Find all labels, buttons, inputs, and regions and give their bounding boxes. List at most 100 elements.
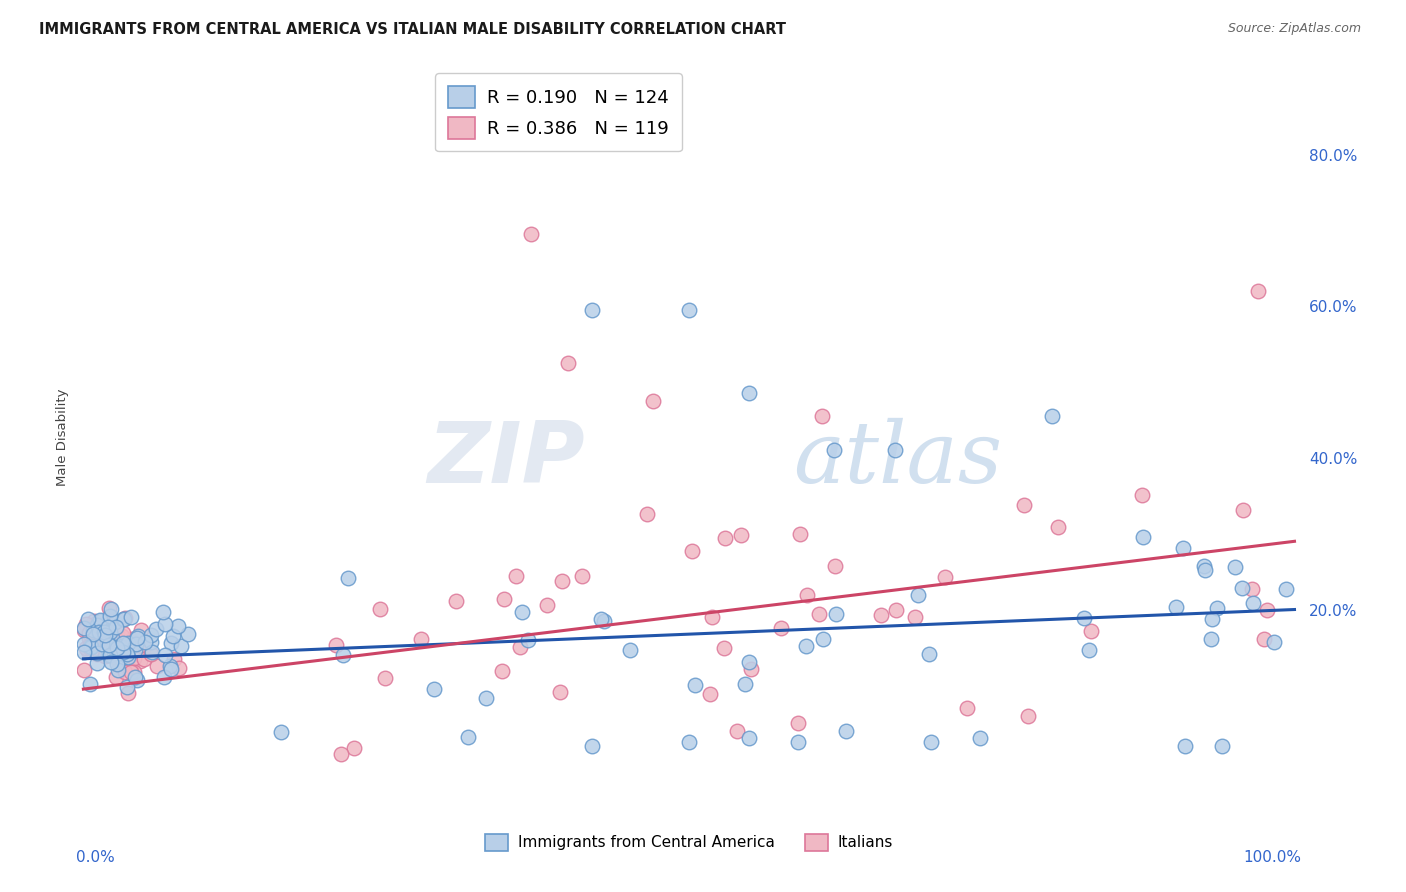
Point	[103, 641, 125, 656]
Point	[1241, 596, 1264, 610]
Point	[325, 638, 347, 652]
Point	[134, 635, 156, 649]
Point	[98, 642, 121, 657]
Point	[82, 621, 104, 635]
Point	[127, 629, 149, 643]
Point	[79, 640, 101, 655]
Y-axis label: Male Disability: Male Disability	[56, 388, 69, 486]
Point	[101, 632, 124, 646]
Text: atlas: atlas	[793, 417, 1002, 500]
Point	[592, 614, 614, 628]
Point	[1132, 530, 1154, 544]
Point	[91, 634, 114, 648]
Point	[619, 643, 641, 657]
Point	[1166, 599, 1188, 614]
Point	[83, 614, 105, 628]
Point	[101, 626, 124, 640]
Point	[98, 643, 121, 657]
Point	[96, 640, 118, 655]
Point	[117, 686, 139, 700]
Point	[678, 303, 700, 318]
Point	[103, 615, 125, 629]
Point	[94, 641, 117, 656]
Point	[86, 646, 108, 660]
Point	[163, 652, 186, 666]
Text: 0.0%: 0.0%	[76, 850, 115, 865]
Point	[79, 626, 101, 640]
Point	[91, 619, 114, 633]
Point	[869, 608, 891, 623]
Point	[115, 648, 138, 662]
Point	[714, 531, 737, 545]
Point	[1192, 558, 1215, 573]
Point	[270, 724, 292, 739]
Point	[713, 640, 735, 655]
Point	[75, 616, 97, 631]
Point	[73, 623, 96, 637]
Point	[1230, 581, 1253, 595]
Point	[105, 650, 128, 665]
Point	[734, 676, 756, 690]
Point	[105, 640, 128, 655]
Point	[904, 609, 927, 624]
Point	[681, 544, 703, 558]
Point	[1040, 409, 1063, 424]
Point	[636, 507, 658, 521]
Point	[1253, 632, 1275, 647]
Point	[111, 636, 134, 650]
Point	[557, 356, 579, 370]
Point	[87, 624, 110, 639]
Point	[104, 619, 127, 633]
Point	[101, 647, 124, 661]
Point	[155, 648, 177, 662]
Point	[166, 619, 188, 633]
Point	[97, 643, 120, 657]
Point	[509, 640, 531, 654]
Point	[104, 651, 127, 665]
Point	[700, 609, 723, 624]
Point	[811, 409, 834, 424]
Point	[79, 640, 101, 654]
Point	[93, 625, 115, 640]
Point	[332, 648, 354, 663]
Point	[80, 625, 103, 640]
Point	[141, 628, 163, 642]
Point	[1206, 600, 1229, 615]
Point	[1012, 498, 1035, 512]
Point	[1240, 582, 1263, 597]
Point	[730, 528, 752, 542]
Point	[787, 735, 810, 749]
Point	[121, 638, 143, 652]
Point	[505, 569, 527, 583]
Point	[699, 687, 721, 701]
Point	[75, 640, 97, 655]
Point	[492, 592, 515, 607]
Point	[117, 636, 139, 650]
Point	[738, 386, 761, 401]
Point	[581, 303, 603, 318]
Point	[589, 612, 612, 626]
Point	[520, 227, 543, 242]
Point	[98, 609, 121, 624]
Point	[641, 394, 664, 409]
Point	[94, 622, 117, 636]
Point	[125, 631, 148, 645]
Point	[517, 633, 540, 648]
Point	[94, 637, 117, 651]
Point	[77, 612, 100, 626]
Point	[80, 623, 103, 637]
Point	[94, 643, 117, 657]
Point	[105, 670, 128, 684]
Text: IMMIGRANTS FROM CENTRAL AMERICA VS ITALIAN MALE DISABILITY CORRELATION CHART: IMMIGRANTS FROM CENTRAL AMERICA VS ITALI…	[39, 22, 786, 37]
Point	[121, 657, 143, 671]
Point	[807, 607, 830, 621]
Point	[128, 654, 150, 668]
Point	[111, 657, 134, 672]
Point	[883, 443, 905, 458]
Point	[103, 647, 125, 661]
Point	[160, 662, 183, 676]
Point	[571, 569, 593, 583]
Point	[86, 656, 108, 670]
Point	[969, 731, 991, 746]
Point	[90, 615, 112, 629]
